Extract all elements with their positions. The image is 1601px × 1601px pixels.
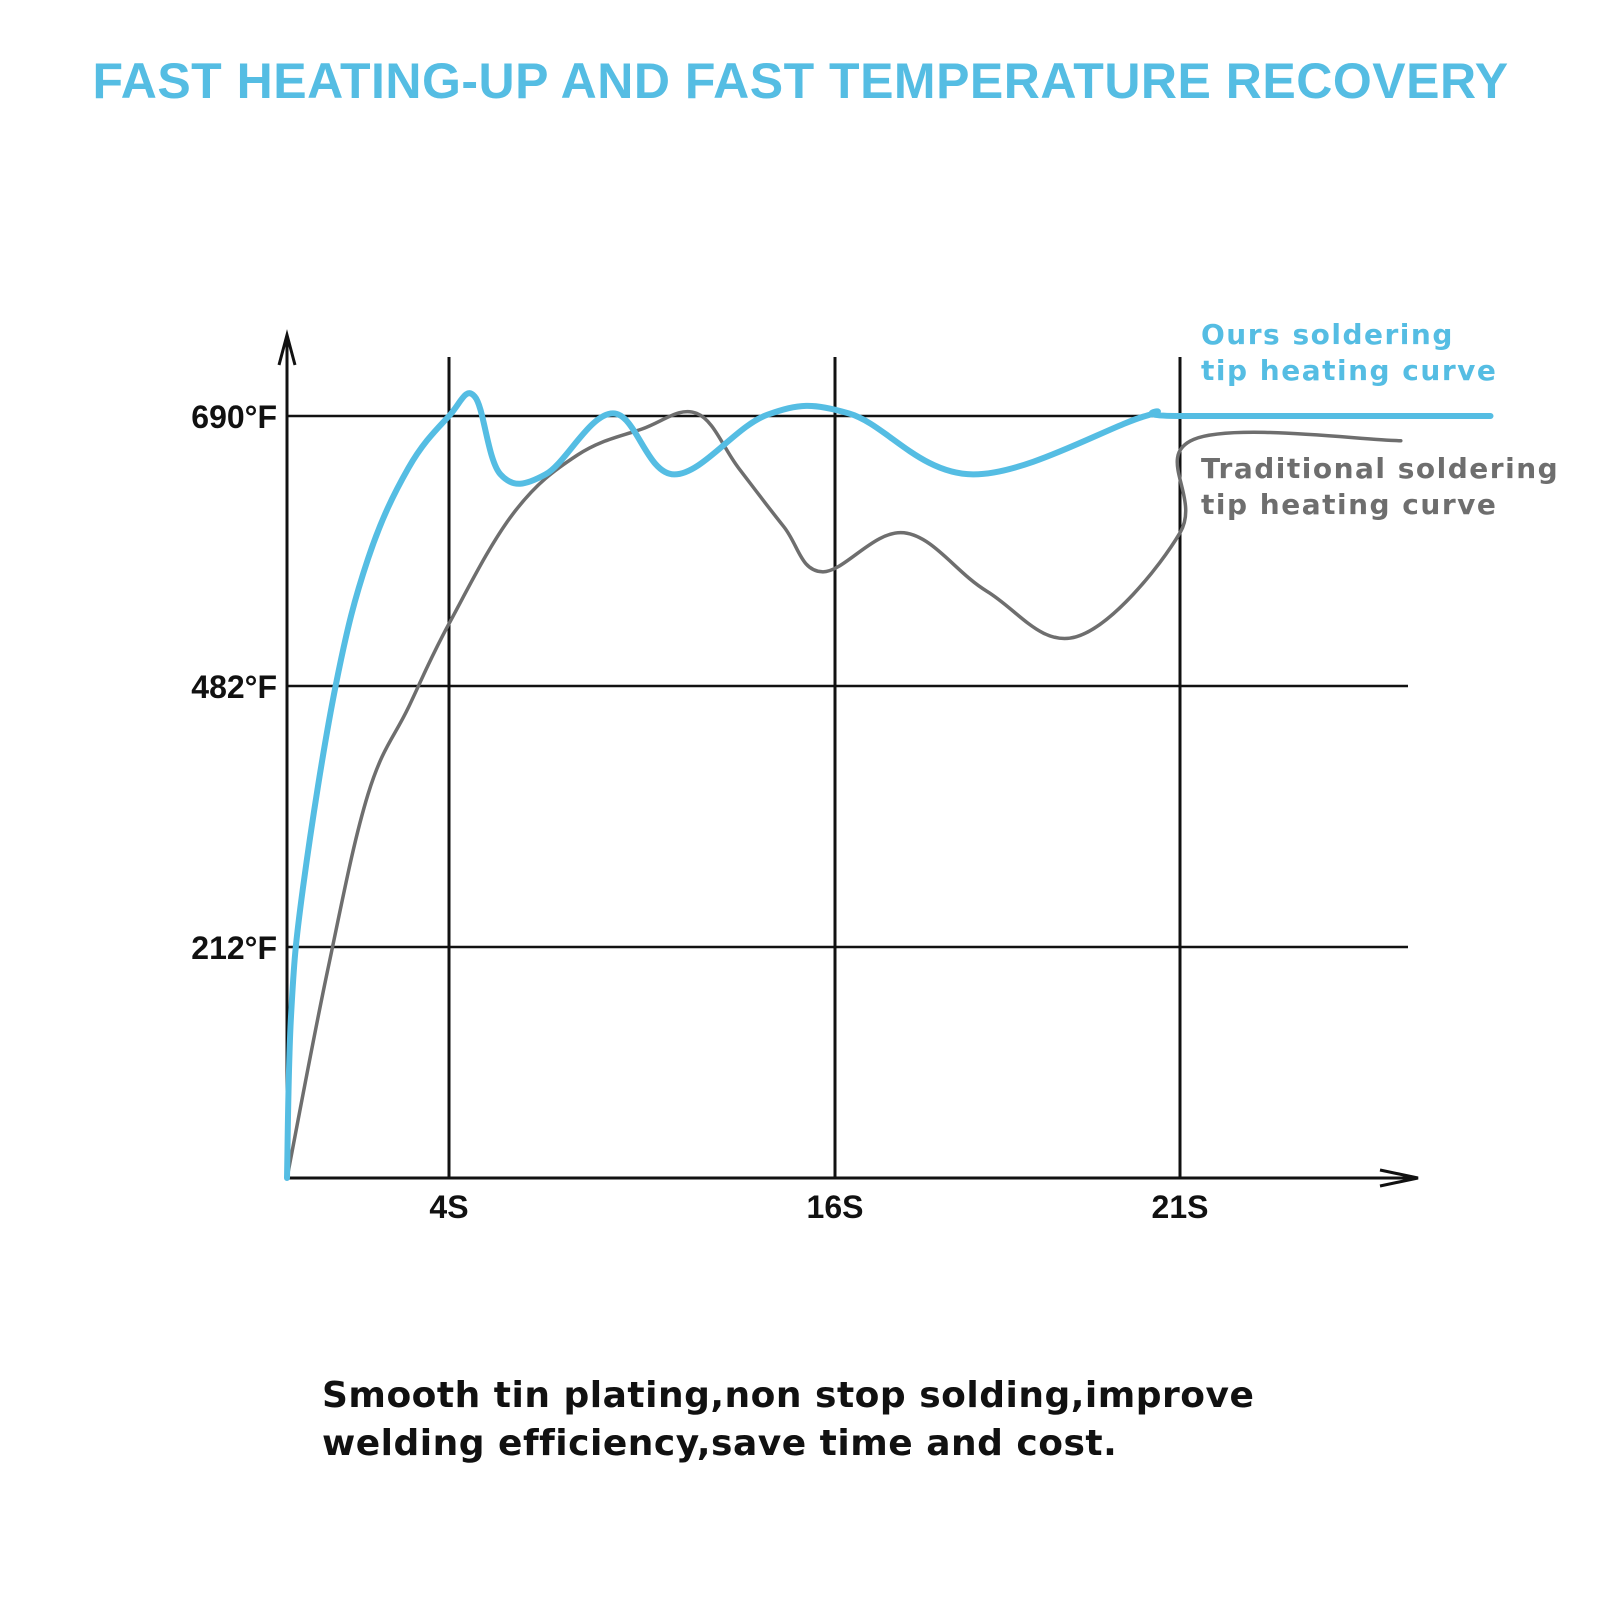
y-axis-arrow [277,329,297,366]
caption: Smooth tin plating,non stop solding,impr… [322,1372,1422,1468]
series-lines [284,390,1494,1181]
x-tick-label-1: 16S [807,1189,864,1225]
caption-line-1: Smooth tin plating,non stop solding,impr… [322,1375,1255,1416]
axes [277,329,1419,1188]
legend-label-traditional: Traditional soldering tip heating curve [1201,452,1559,521]
tick-labels: 212°F 482°F 690°F 4S 16S 21S [191,399,1208,1225]
x-axis-arrow [1379,1168,1419,1188]
caption-line-2: welding efficiency,save time and cost. [322,1423,1118,1464]
x-tick-label-2: 21S [1152,1189,1209,1225]
y-tick-label-0: 212°F [191,930,277,966]
x-tick-label-0: 4S [429,1189,468,1225]
y-tick-label-1: 482°F [191,669,277,705]
legend-label-ours: Ours soldering tip heating curve [1201,318,1497,387]
series-line-traditional [285,410,1403,1180]
legend: Ours soldering tip heating curve Tradition… [1201,318,1559,521]
y-tick-label-2: 690°F [191,399,277,435]
series-line-ours [284,390,1494,1181]
chart-title: FAST HEATING-UP AND FAST TEMPERATURE REC… [92,53,1509,109]
